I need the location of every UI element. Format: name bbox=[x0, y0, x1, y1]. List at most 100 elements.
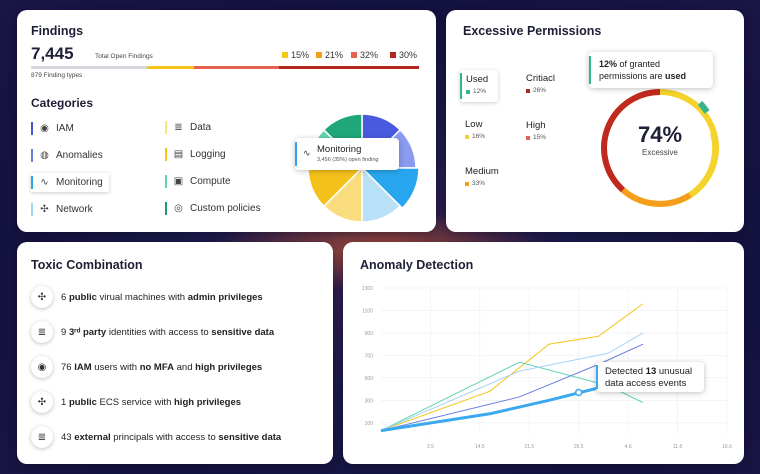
toxic-row-part: no MFA bbox=[139, 361, 174, 373]
legend-item: 21% bbox=[316, 50, 343, 60]
category-label: Compute bbox=[190, 176, 231, 187]
fingerprint-icon: ◉ bbox=[31, 356, 53, 378]
y-tick-label: 500 bbox=[365, 376, 374, 382]
category-color-bar bbox=[165, 202, 167, 215]
finding-types: 879 Finding types bbox=[31, 72, 83, 79]
gauge-value: 74% bbox=[637, 122, 683, 147]
toxic-row-part: ECS service with bbox=[96, 396, 174, 408]
toxic-row[interactable]: ≣ 9 3ʳᵈ party identities with access to s… bbox=[31, 321, 274, 343]
toxic-row-part: 43 bbox=[61, 431, 75, 443]
toxic-row[interactable]: ≣ 43 external principals with access to s… bbox=[31, 426, 281, 448]
perm-label-critical: Critiacl bbox=[526, 73, 556, 84]
x-tick-label: 2.5 bbox=[427, 444, 434, 450]
gauge-label: Excessive bbox=[641, 148, 678, 157]
toxic-row[interactable]: ✣ 6 public virual machines with admin pri… bbox=[31, 286, 263, 308]
category-label: IAM bbox=[56, 123, 74, 134]
toxic-row[interactable]: ◉ 76 IAM users with no MFA and high privi… bbox=[31, 356, 262, 378]
perm-label-high: High bbox=[526, 120, 546, 131]
series-line[interactable] bbox=[380, 303, 644, 432]
legend-value: 21% bbox=[325, 50, 344, 60]
callout-text-a: of granted bbox=[619, 59, 661, 69]
toxic-row-part: 1 bbox=[61, 396, 69, 408]
total-findings-count: 7,445 bbox=[31, 44, 74, 63]
network-icon: ✣ bbox=[40, 204, 49, 215]
anomaly-title: Anomaly Detection bbox=[360, 258, 474, 272]
toxic-row-part: principals with access to bbox=[110, 431, 219, 443]
category-color-bar bbox=[165, 148, 167, 161]
x-tick-label: 4.6 bbox=[625, 444, 632, 450]
legend-swatch bbox=[351, 52, 357, 58]
severity-bar-segment bbox=[147, 66, 194, 69]
category-label: Anomalies bbox=[56, 150, 103, 161]
toxic-title: Toxic Combination bbox=[31, 258, 143, 272]
series-line[interactable] bbox=[380, 343, 644, 432]
perm-label-medium: Medium bbox=[465, 166, 499, 177]
toxic-row-part: high privileges bbox=[195, 361, 263, 373]
category-network[interactable]: ✣ Network bbox=[31, 203, 93, 216]
y-tick-label: 300 bbox=[365, 398, 374, 404]
category-anomalies[interactable]: ◍ Anomalies bbox=[31, 149, 103, 162]
category-label: Network bbox=[56, 204, 93, 215]
toxic-row-part: and bbox=[174, 361, 196, 373]
category-data[interactable]: ≣ Data bbox=[165, 121, 211, 134]
anomaly-point[interactable] bbox=[574, 388, 583, 397]
severity-bar-segment bbox=[279, 66, 420, 69]
toxic-row-part: 3ʳᵈ party bbox=[68, 326, 107, 338]
category-color-bar bbox=[31, 203, 33, 216]
gauge-used bbox=[697, 100, 710, 114]
x-tick-label: 14.5 bbox=[475, 444, 485, 450]
legend-value: 30% bbox=[399, 50, 418, 60]
toxic-row-part: identities with access to bbox=[106, 326, 212, 338]
network-icon: ✣ bbox=[31, 391, 53, 413]
toxic-row[interactable]: ✣ 1 public ECS service with high privileg… bbox=[31, 391, 241, 413]
toxic-row-part: public bbox=[68, 396, 97, 408]
gauge-low bbox=[688, 132, 719, 198]
chip-icon: ▣ bbox=[173, 176, 184, 187]
total-findings-label: Total Open Findings bbox=[95, 53, 153, 60]
category-compute[interactable]: ▣ Compute bbox=[165, 175, 231, 188]
toxic-row-text: 9 3ʳᵈ party identities with access to se… bbox=[61, 327, 274, 338]
tooltip-number: 13 bbox=[645, 366, 657, 377]
toxic-row-part: 76 bbox=[61, 361, 75, 373]
pie-slice[interactable] bbox=[360, 167, 420, 210]
anomaly-line-chart: 100 300 500 700 900 1100 1300 2.5 14.5 21.5 26.5 4.… bbox=[362, 286, 732, 450]
fingerprint-icon: ◉ bbox=[40, 123, 49, 134]
category-color-bar bbox=[31, 122, 33, 135]
toxic-row-part: IAM bbox=[74, 361, 92, 373]
category-custom-policies[interactable]: ◎ Custom policies bbox=[165, 202, 261, 215]
tooltip-text-c: data access events bbox=[605, 378, 687, 389]
category-iam[interactable]: ◉ IAM bbox=[31, 122, 74, 135]
legend-item: 32% bbox=[351, 50, 378, 60]
category-color-bar bbox=[165, 175, 167, 188]
excessive-gauge bbox=[601, 89, 719, 207]
series-line[interactable] bbox=[380, 332, 644, 432]
database-icon: ≣ bbox=[174, 122, 183, 133]
tooltip-title: Monitoring bbox=[317, 144, 362, 155]
perm-value-high: 15% bbox=[526, 134, 546, 141]
pulse-icon: ∿ bbox=[40, 177, 49, 188]
toxic-row-text: 1 public ECS service with high privilege… bbox=[61, 397, 241, 408]
perm-value-low: 16% bbox=[465, 133, 485, 140]
monitoring-tooltip: ∿ Monitoring 3,456 (35%) open finding bbox=[295, 138, 399, 170]
excessive-permissions-card: Excessive Permissions Used 12% Low 16% M… bbox=[446, 10, 744, 232]
toxic-row-text: 43 external principals with access to se… bbox=[61, 432, 281, 443]
toxic-row-part: 6 bbox=[61, 291, 69, 303]
legend-item: 15% bbox=[282, 50, 309, 60]
used-highlight bbox=[460, 70, 498, 102]
toxic-row-text: 76 IAM users with no MFA and high privil… bbox=[61, 362, 262, 373]
legend-swatch bbox=[390, 52, 396, 58]
y-tick-label: 700 bbox=[365, 353, 374, 359]
findings-title: Findings bbox=[31, 24, 84, 38]
series-line[interactable] bbox=[380, 361, 644, 432]
category-monitoring[interactable]: ∿ Monitoring bbox=[31, 173, 109, 192]
category-color-bar bbox=[31, 149, 33, 162]
x-tick-label: 16.6 bbox=[722, 444, 732, 450]
category-logging[interactable]: ▤ Logging bbox=[165, 148, 226, 161]
toxic-row-part: sensitive data bbox=[218, 431, 282, 443]
callout-pct: 12% bbox=[599, 59, 618, 69]
database-icon: ≣ bbox=[31, 321, 53, 343]
callout-used: used bbox=[665, 71, 687, 81]
perm-label-used: Used bbox=[466, 74, 489, 85]
tooltip-text-a: Detected bbox=[605, 366, 644, 377]
tooltip-subtitle: 3,456 (35%) open finding bbox=[317, 157, 379, 163]
